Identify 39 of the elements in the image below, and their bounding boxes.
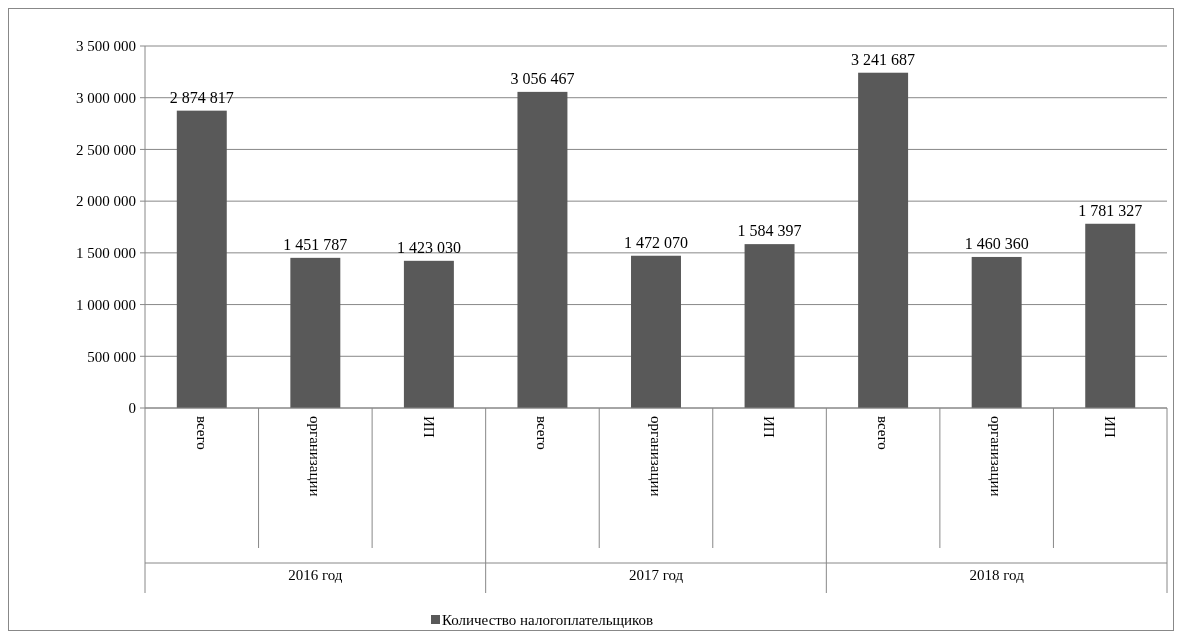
y-tick-label: 2 500 000 xyxy=(76,141,136,158)
data-label: 3 056 467 xyxy=(510,69,575,87)
x-tick-label: всего xyxy=(534,416,551,450)
data-label: 3 241 687 xyxy=(851,50,916,68)
bar xyxy=(517,91,568,408)
bar xyxy=(1085,223,1136,408)
y-tick-label: 3 000 000 xyxy=(76,89,136,106)
data-label: 2 874 817 xyxy=(169,88,234,106)
bar xyxy=(631,255,681,408)
x-tick-label: ИП xyxy=(420,416,437,438)
text: 2018 год xyxy=(969,567,1025,583)
x-tick-label: организации xyxy=(988,416,1005,497)
x-tick-label: всего xyxy=(193,416,210,450)
y-tick-label: 1 000 000 xyxy=(76,296,136,313)
y-tick-label: 2 000 000 xyxy=(76,193,136,210)
y-tick-label: 0 xyxy=(128,400,136,417)
text: 2017 год xyxy=(628,567,684,583)
bar xyxy=(176,110,227,408)
bar xyxy=(971,256,1022,408)
y-tick-label: 3 500 000 xyxy=(76,38,136,55)
data-label: 1 460 360 xyxy=(964,234,1029,252)
legend-label: Количество налогоплательщиков xyxy=(442,612,654,629)
bar xyxy=(858,72,909,408)
bar xyxy=(744,244,795,408)
bar xyxy=(403,260,454,408)
y-tick-label: 500 000 xyxy=(87,348,136,365)
bar xyxy=(290,257,341,408)
data-label: 1 781 327 xyxy=(1078,201,1143,219)
data-label: 1 451 787 xyxy=(283,235,348,253)
data-label: 1 423 030 xyxy=(396,238,461,256)
x-tick-label: организации xyxy=(647,416,664,497)
data-label: 1 472 070 xyxy=(624,233,688,251)
text: 2016 год xyxy=(288,567,343,583)
x-tick-label: всего xyxy=(874,416,891,450)
x-tick-label: ИП xyxy=(761,416,778,438)
x-tick-label: организации xyxy=(307,416,324,497)
data-label: 1 584 397 xyxy=(737,222,802,240)
y-tick-label: 1 500 000 xyxy=(76,245,136,262)
x-tick-label: ИП xyxy=(1101,416,1118,438)
